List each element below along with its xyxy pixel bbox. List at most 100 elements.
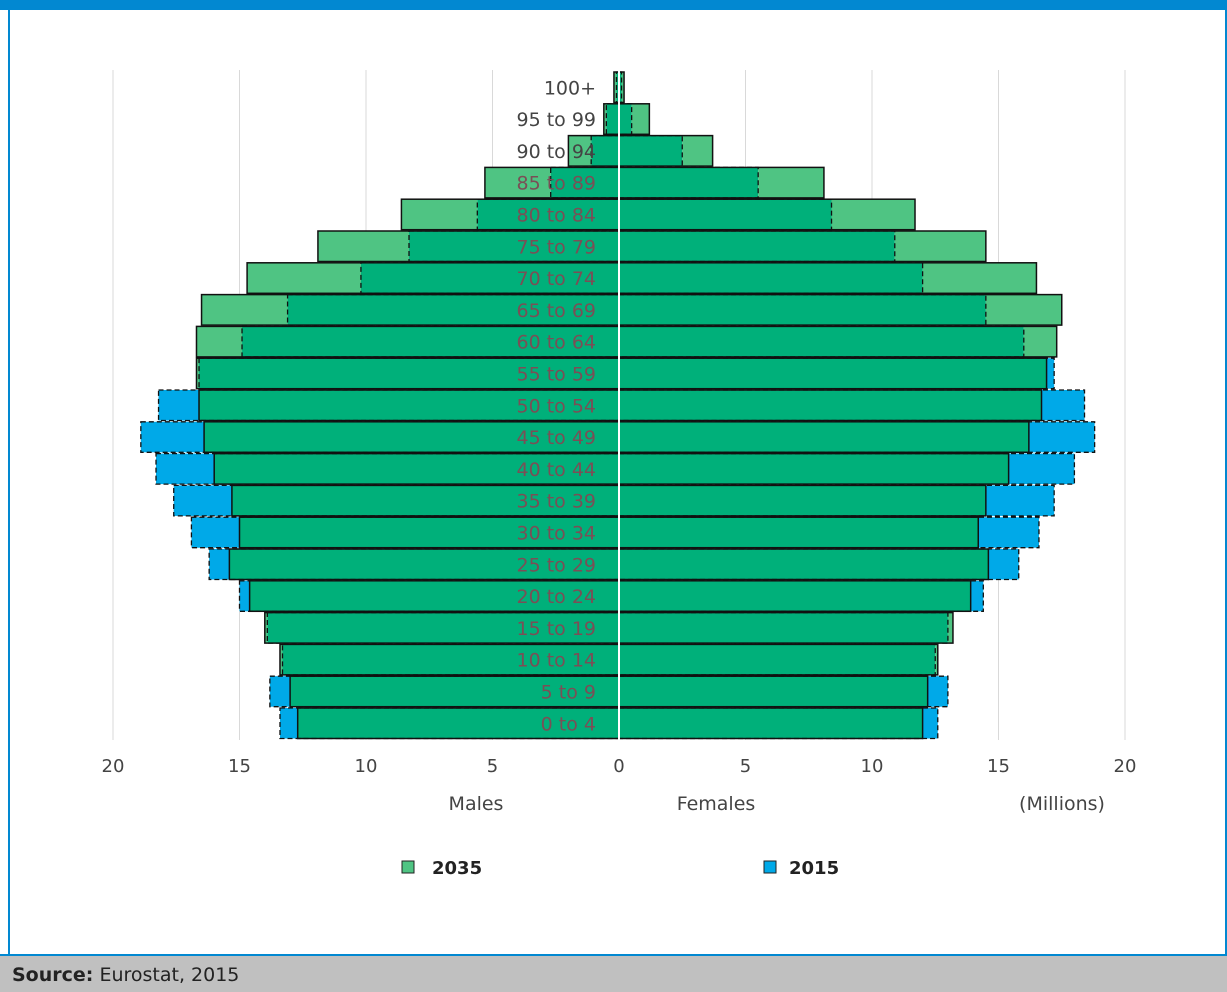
bar-2035-female-excess [682, 135, 713, 167]
bar-2035-male-excess [317, 231, 410, 262]
outline-2015-female [618, 230, 896, 263]
bar-2035-male [360, 262, 619, 294]
age-group-label: 85 to 89 [516, 173, 596, 195]
bar-2035-male [242, 326, 619, 357]
bar-2035-female-excess [935, 644, 938, 675]
bar-2015-male [156, 453, 215, 485]
bar-2035-female-excess [922, 262, 1037, 294]
age-group-label: 95 to 99 [516, 109, 596, 131]
bar-2015-male [209, 549, 230, 580]
bar-2035-male [591, 135, 619, 167]
right-border [1225, 10, 1227, 954]
bar-2035-female-excess [831, 199, 916, 230]
bar-2035-female [619, 676, 928, 707]
top-accent-bar [0, 0, 1227, 10]
age-group-label: 60 to 64 [516, 332, 596, 354]
bar-2035-female [619, 326, 1024, 357]
outline-2015-female [618, 611, 949, 644]
outline-2015-female [618, 675, 949, 708]
age-group-label: 35 to 39 [516, 491, 596, 513]
x-label-females: Females [677, 793, 756, 815]
age-group-label: 45 to 49 [516, 427, 596, 449]
source-footer: Source: Eurostat, 2015 [0, 954, 1227, 992]
bar-2035-male [606, 103, 619, 135]
bar-2035-female [619, 580, 971, 612]
outline-2015-female [618, 103, 633, 135]
outline-2015-male [281, 643, 620, 676]
x-tick-label: 5 [487, 756, 498, 777]
bar-2035-female-excess [758, 167, 824, 198]
legend: 2035 2015 [401, 858, 839, 879]
outline-2015-female [618, 421, 1096, 453]
bar-2035-male [239, 517, 619, 548]
age-group-label: 40 to 44 [516, 459, 596, 481]
bar-2035-female [619, 358, 1047, 389]
bar-2035-male [616, 72, 619, 103]
bar-2035-male-excess [196, 358, 200, 389]
bar-2015-male [269, 676, 291, 707]
bar-2035-male [287, 294, 619, 326]
age-group-label: 100+ [544, 77, 596, 99]
bar-2035-female [619, 517, 979, 548]
population-pyramid-chart: 100+ 95 to 99 90 to 94 85 to 89 80 to 84 75 t… [102, 70, 1137, 879]
bar-2015-male [191, 517, 240, 548]
source-text: Eurostat, 2015 [99, 964, 240, 986]
bar-2035-female [619, 644, 936, 675]
bar-2035-female [619, 294, 986, 326]
bar-2035-male-excess [196, 326, 243, 357]
age-group-label: 80 to 84 [516, 204, 596, 226]
outline-2015-female [618, 580, 984, 612]
bar-2035-male-excess [201, 294, 288, 326]
bar-2035-male [199, 358, 619, 389]
bar-2035-male-excess [247, 262, 361, 294]
bar-2035-male [409, 231, 619, 262]
bar-2035-male-excess [401, 199, 478, 230]
bar-2035-female-excess [1023, 326, 1057, 357]
age-group-label: 75 to 79 [516, 236, 596, 258]
outline-2015-female [618, 516, 1040, 549]
legend-swatch-2035 [401, 860, 415, 874]
age-group-label: 65 to 69 [516, 300, 596, 322]
bar-2035-female [619, 262, 923, 294]
age-group-label: 0 to 4 [541, 713, 596, 735]
bar-2035-female [619, 549, 989, 580]
bar-2035-male [214, 453, 619, 485]
legend-swatch-2015 [763, 860, 777, 874]
x-tick-label: 10 [355, 756, 378, 777]
unit-label: (Millions) [1019, 793, 1105, 815]
bar-2035-female [619, 453, 1009, 485]
age-group-label: 10 to 14 [516, 650, 596, 672]
bar-2035-male [282, 644, 619, 675]
age-group-labels: 100+ 95 to 99 90 to 94 85 to 89 80 to 84 75 t… [516, 70, 620, 740]
x-tick-label: 15 [987, 756, 1010, 777]
left-border [8, 10, 10, 954]
age-group-label: 20 to 24 [516, 586, 596, 608]
bar-2015-male [279, 708, 298, 739]
x-tick-label: 20 [102, 756, 125, 777]
x-tick-label: 20 [1114, 756, 1137, 777]
bar-2035-female [619, 199, 832, 230]
x-tick-label: 0 [613, 756, 624, 777]
bar-2035-male [231, 485, 619, 516]
bar-2035-female-excess [947, 612, 953, 644]
bar-2035-female [619, 708, 923, 739]
bar-2035-female [619, 72, 622, 103]
bars [140, 71, 1096, 740]
bar-2035-male [297, 708, 619, 739]
bar-2035-male-excess [613, 72, 617, 103]
bar-2035-male-excess [484, 167, 551, 198]
bar-2035-male [267, 612, 619, 644]
source-label: Source: [12, 964, 94, 986]
bar-2015-male [140, 421, 205, 453]
bar-2035-male-excess [603, 103, 607, 135]
bar-2035-female [619, 135, 683, 167]
x-tick-label: 15 [228, 756, 251, 777]
bar-2035-male [199, 390, 619, 421]
bar-2035-female [619, 231, 895, 262]
bar-2035-male-excess [264, 612, 268, 644]
x-tick-label: 5 [740, 756, 751, 777]
bar-2035-female-excess [621, 72, 625, 103]
age-group-label: 5 to 9 [541, 681, 596, 703]
age-group-label: 70 to 74 [516, 268, 596, 290]
